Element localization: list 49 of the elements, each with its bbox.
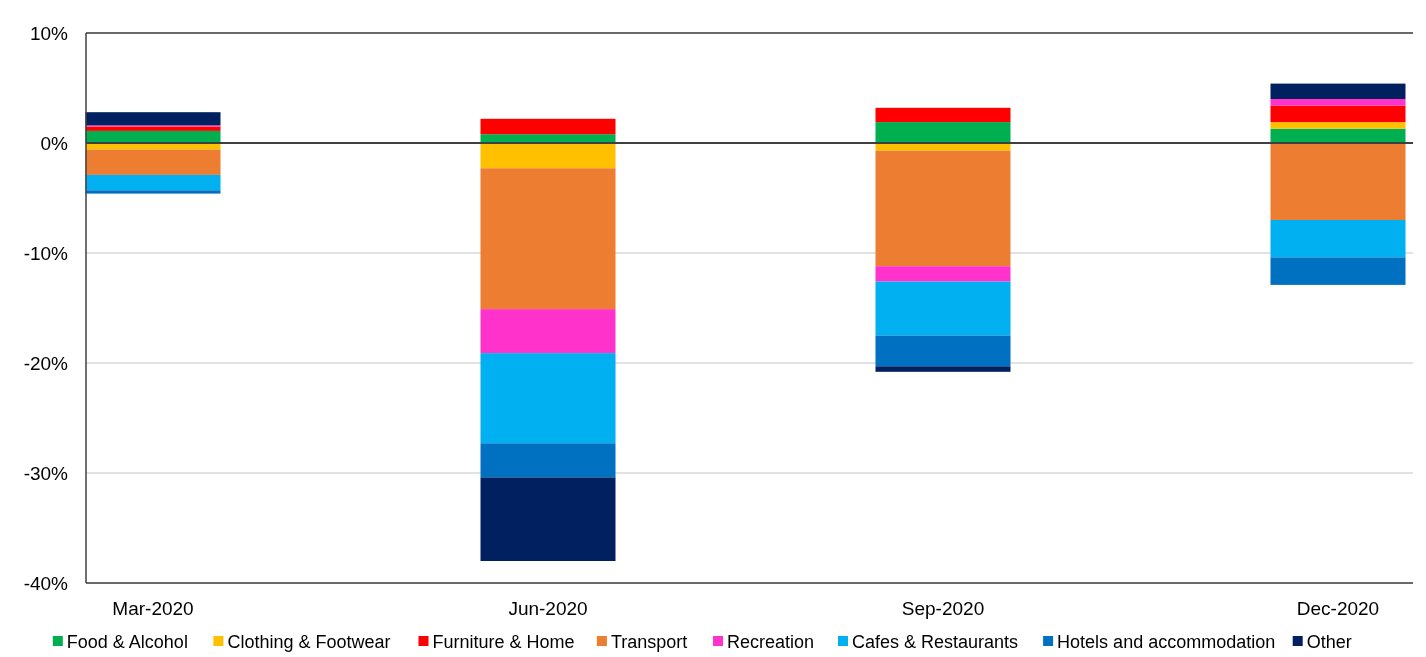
bar <box>480 477 616 561</box>
bar <box>1270 83 1406 99</box>
bar <box>480 143 616 169</box>
bar <box>480 168 616 310</box>
bar <box>85 174 221 191</box>
x-tick-label: Jun-2020 <box>508 597 588 619</box>
legend-label: Recreation <box>727 632 815 653</box>
y-tick-label: -10% <box>23 242 69 264</box>
bar <box>1270 105 1406 123</box>
bar <box>875 366 1011 372</box>
legend-label: Other <box>1306 632 1352 653</box>
x-tick-label: Sep-2020 <box>901 597 985 619</box>
bar <box>875 107 1011 123</box>
bar <box>85 126 221 131</box>
bar <box>1270 99 1406 106</box>
bar <box>1270 220 1406 258</box>
bar <box>875 150 1011 267</box>
bar <box>875 281 1011 336</box>
bar <box>1270 122 1406 129</box>
legend-label: Food & Alcohol <box>66 632 188 653</box>
y-tick-label: -20% <box>23 352 69 374</box>
legend-label: Furniture & Home <box>432 632 575 653</box>
bar <box>480 443 616 478</box>
bar <box>1270 257 1406 285</box>
x-tick-label: Mar-2020 <box>112 597 194 619</box>
y-tick-label: 10% <box>29 22 69 44</box>
x-tick-label: Dec-2020 <box>1296 597 1380 619</box>
bar <box>480 118 616 135</box>
bar <box>85 149 221 175</box>
bar <box>85 130 221 143</box>
bar <box>480 134 616 143</box>
legend-label: Clothing & Footwear <box>227 632 391 653</box>
y-tick-label: 0% <box>40 132 69 154</box>
y-tick-label: -40% <box>23 572 69 594</box>
bar <box>480 353 616 444</box>
bar <box>1270 128 1406 143</box>
bar <box>85 112 221 126</box>
bar <box>875 335 1011 367</box>
y-tick-label: -30% <box>23 462 69 484</box>
bar <box>875 143 1011 151</box>
bar <box>1270 143 1406 220</box>
bar <box>875 266 1011 282</box>
bar <box>85 143 221 150</box>
legend-label: Cafes & Restaurants <box>852 632 1019 653</box>
legend-label: Hotels and accommodation <box>1057 632 1276 653</box>
bar <box>480 309 616 354</box>
bar <box>85 190 221 194</box>
legend-label: Transport <box>610 632 688 653</box>
bar <box>875 122 1011 143</box>
